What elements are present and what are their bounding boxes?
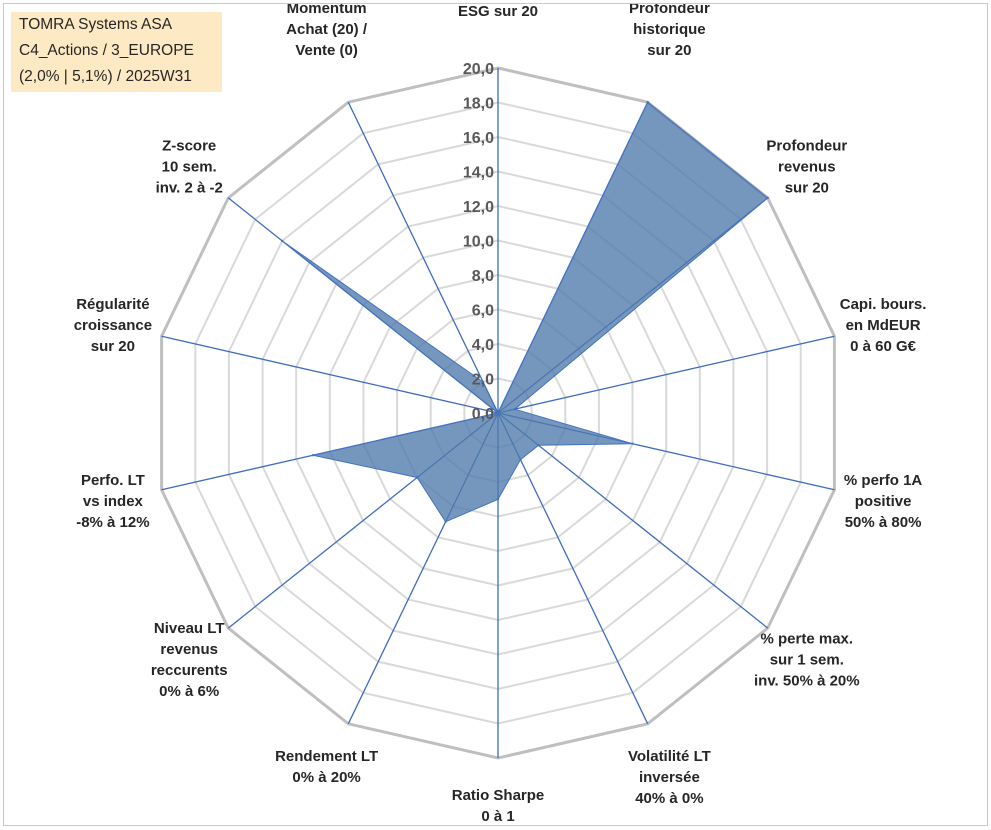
data-point-6 [519, 458, 522, 461]
axis-label-line: 0% à 6% [159, 683, 219, 700]
data-point-7 [496, 498, 500, 501]
axis-label-line: % perfo 1A [844, 472, 923, 489]
chart-frame: 0,0 2,0 4,0 6,0 8,0 10,0 12,0 14,0 16,0 18,0 20,0 N… [3, 0, 988, 826]
axis-spoke-6 [497, 412, 649, 725]
axis-label-2: Profondeur revenus sur 20 [766, 138, 847, 197]
data-point-12 [281, 239, 284, 243]
axis-label-line: 10 sem. [162, 159, 217, 176]
data-point-5 [537, 444, 540, 447]
radar-chart: 0,0 2,0 4,0 6,0 8,0 10,0 12,0 14,0 16,0 18,0 20,0 N… [74, 0, 927, 825]
axis-label-1: Profondeur historique sur 20 [629, 4, 710, 59]
axis-label-line: sur 20 [91, 338, 135, 355]
axis-label-line: Capi. bours. [840, 296, 927, 313]
axis-label-line: Niveau LT [154, 620, 225, 637]
axis-label-line: sur 20 [647, 42, 691, 59]
axis-label-line: ESG sur 20 [458, 4, 538, 20]
axis-label-line: Ratio Sharpe [452, 787, 545, 804]
axis-label-7: Ratio Sharpe 0 à 1 [452, 787, 545, 825]
axis-label-line: Vente (0) [295, 42, 358, 59]
axis-spoke-13 [347, 101, 499, 414]
axis-label-line: positive [855, 493, 912, 510]
data-point-11 [496, 411, 500, 415]
axis-label-line: inv. 50% à 20% [754, 672, 860, 689]
axis-label-line: sur 20 [785, 180, 829, 197]
axis-label-line: Perfo. LT [81, 472, 145, 489]
axis-label-line: Volatilité LT [628, 748, 711, 765]
axis-label-line: Rendement LT [275, 748, 378, 765]
axis-label-line: Profondeur [766, 138, 847, 155]
data-point-10 [311, 454, 315, 457]
data-series-area-0 [281, 101, 769, 523]
axis-label-11: Régularité croissance sur 20 [74, 296, 152, 355]
axis-spoke-11 [161, 335, 499, 414]
axis-label-4: % perfo 1A positive 50% à 80% [844, 472, 923, 531]
axis-label-line: 50% à 80% [845, 514, 922, 531]
tick-label-6: 12,0 [463, 199, 494, 216]
axis-label-5: % perte max. sur 1 sem. inv. 50% à 20% [754, 630, 860, 689]
axis-label-line: % perte max. [761, 630, 854, 647]
axis-label-line: Momentum [287, 4, 367, 17]
tick-label-7: 14,0 [463, 165, 494, 182]
axis-label-line: reccurents [151, 662, 228, 679]
data-point-13 [481, 380, 485, 384]
axis-label-line: historique [633, 21, 706, 38]
tick-label-9: 18,0 [463, 96, 494, 113]
axis-label-0: NoteESG sur 20 [458, 4, 538, 20]
axis-label-line: inv. 2 à -2 [156, 180, 223, 197]
axis-label-line: en MdEUR [846, 317, 921, 334]
info-stats: (2,0% | 5,1%) / 2025W31 [19, 68, 192, 85]
axis-spoke-5 [497, 412, 769, 629]
axis-label-line: Profondeur [629, 4, 710, 17]
axis-label-line: Achat (20) / [286, 21, 368, 38]
axis-label-line: revenus [778, 159, 836, 176]
axis-label-line: Z-score [162, 138, 216, 155]
axis-label-line: 0 à 60 G€ [850, 338, 917, 355]
info-category: C4_Actions / 3_EUROPE [19, 42, 194, 59]
axis-spoke-3 [497, 335, 835, 414]
axis-label-3: Capi. bours. en MdEUR 0 à 60 G€ [840, 296, 927, 355]
info-title: TOMRA Systems ASA [19, 16, 173, 33]
axis-label-line: croissance [74, 317, 152, 334]
axis-label-9: Niveau LT revenus reccurents 0% à 6% [151, 620, 228, 700]
axis-label-12: Z-score 10 sem. inv. 2 à -2 [156, 138, 223, 197]
axis-label-13: Momentum Achat (20) / Vente (0) [286, 4, 368, 59]
axis-label-line: Régularité [76, 296, 149, 313]
axis-label-line: revenus [160, 641, 218, 658]
data-point-8 [444, 520, 447, 523]
axis-label-8: Rendement LT 0% à 20% [275, 748, 378, 786]
data-point-4 [631, 442, 634, 445]
tick-label-0: 0,0 [472, 406, 494, 423]
axis-label-10: Perfo. LT vs index -8% à 12% [76, 472, 149, 531]
axis-label-line: 40% à 0% [635, 790, 703, 807]
axis-label-line: -8% à 12% [76, 514, 149, 531]
axis-label-line: 0% à 20% [292, 769, 360, 786]
axis-label-6: Volatilité LT inversée 40% à 0% [628, 748, 711, 807]
data-point-1 [646, 101, 649, 104]
tick-label-10: 20,0 [463, 61, 494, 78]
axis-label-line: 0 à 1 [481, 808, 514, 825]
axis-label-line: sur 1 sem. [770, 651, 844, 668]
tick-label-4: 8,0 [472, 268, 494, 285]
data-point-3 [513, 408, 516, 411]
data-point-2 [766, 196, 769, 200]
tick-label-8: 16,0 [463, 130, 494, 147]
axis-label-line: inversée [639, 769, 700, 786]
data-point-9 [415, 476, 419, 479]
tick-label-1: 2,0 [472, 372, 494, 389]
tick-label-5: 10,0 [463, 234, 494, 251]
tick-label-2: 4,0 [472, 337, 494, 354]
info-box: TOMRA Systems ASA C4_Actions / 3_EUROPE … [11, 12, 222, 92]
axis-label-line: vs index [83, 493, 144, 510]
tick-label-3: 6,0 [472, 303, 494, 320]
